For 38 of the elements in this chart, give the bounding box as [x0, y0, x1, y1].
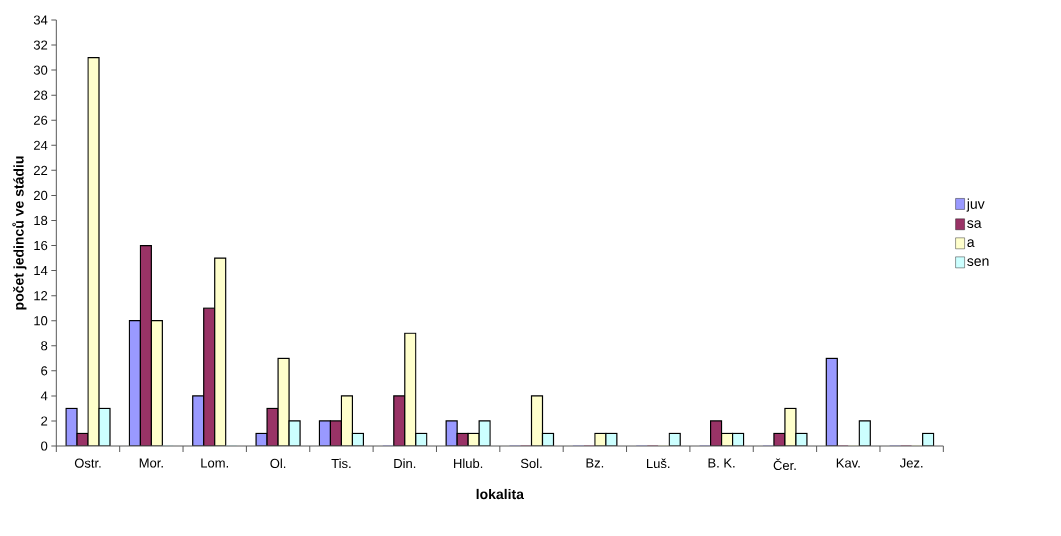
legend-label: sa — [967, 220, 982, 228]
x-tick-label: Luš. — [647, 458, 670, 469]
y-tick-label: 34 — [33, 15, 48, 25]
x-tick-label: Din. — [394, 458, 416, 468]
x-tick-label: Lom. — [201, 458, 228, 468]
y-tick-label: 16 — [34, 240, 48, 251]
y-tick-label: 4 — [40, 391, 48, 401]
x-tick-label: Ostr. — [74, 458, 101, 468]
y-tick-label: 26 — [33, 115, 48, 125]
x-tick-label: Bz. — [586, 458, 604, 468]
y-tick-label: 22 — [33, 165, 48, 175]
x-tick-label: Sol. — [520, 458, 542, 469]
x-tick-label: Kav. — [836, 458, 860, 468]
y-axis-title: počet jedinců ve stádiu — [12, 156, 27, 310]
x-tick-label: Tis. — [331, 458, 351, 469]
legend-label: juv — [966, 198, 985, 212]
y-tick-label: 32 — [33, 40, 48, 50]
legend-label: a — [967, 239, 975, 247]
x-axis-title: lokalita — [476, 488, 525, 500]
y-tick-label: 24 — [33, 140, 48, 150]
y-tick-label: 20 — [33, 190, 48, 201]
x-tick-label: Ol. — [270, 458, 286, 469]
x-tick-label: B. K. — [708, 458, 735, 468]
y-tick-label: 30 — [33, 65, 48, 75]
y-tick-label: 6 — [41, 366, 48, 376]
y-tick-label: 8 — [41, 341, 48, 351]
y-tick-label: 28 — [33, 90, 48, 100]
x-tick-label: Čer. — [773, 458, 796, 471]
y-tick-label: 12 — [34, 291, 48, 301]
y-tick-label: 2 — [41, 416, 48, 426]
x-tick-label: Jez. — [899, 458, 923, 468]
legend-label: sen — [967, 258, 989, 267]
y-tick-label: 10 — [34, 316, 48, 326]
x-tick-label: Hlub. — [454, 458, 483, 469]
y-tick-label: 0 — [41, 441, 48, 451]
x-tick-label: Mor. — [139, 458, 163, 468]
y-tick-label: 14 — [34, 266, 48, 276]
y-tick-label: 18 — [34, 215, 48, 226]
